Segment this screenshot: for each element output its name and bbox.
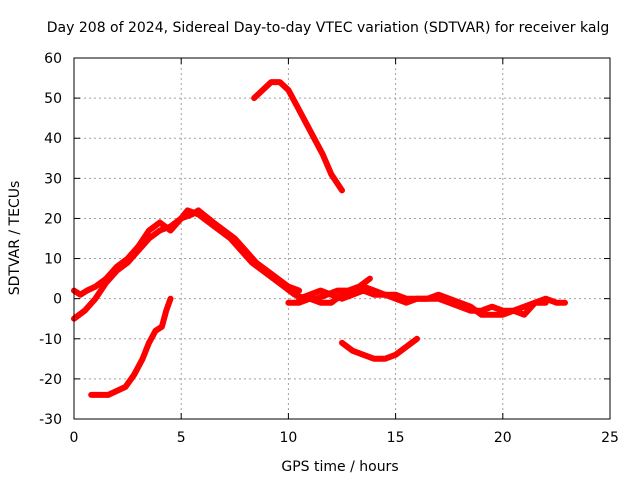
x-tick-label: 25 — [601, 430, 619, 446]
x-tick-label: 0 — [70, 430, 79, 446]
series-line-track-a — [71, 207, 303, 322]
y-tick-label: 50 — [44, 91, 62, 107]
grid — [74, 58, 610, 419]
plot-frame — [73, 57, 611, 420]
y-tick-label: -10 — [39, 332, 62, 348]
x-tick-label: 5 — [177, 430, 186, 446]
series-line-track-f — [285, 283, 549, 318]
y-tick-label: -30 — [39, 412, 62, 428]
x-tick-label: 15 — [387, 430, 405, 446]
y-tick-label: 40 — [44, 131, 62, 147]
series-group — [71, 79, 568, 398]
y-tick-label: 20 — [44, 211, 62, 227]
x-tick-label: 20 — [494, 430, 512, 446]
series-line-track-c — [88, 295, 174, 398]
y-tick-label: 0 — [53, 292, 62, 308]
y-tick-label: 60 — [44, 51, 62, 67]
y-axis-label: SDTVAR / TECUs — [7, 181, 23, 296]
x-axis-label: GPS time / hours — [281, 459, 398, 475]
ticks — [73, 57, 611, 420]
series-line-track-g — [339, 335, 420, 362]
tick-labels: 0 5 10 15 20 25 -30 -20 -10 0 10 20 30 40 50 60 — [39, 51, 619, 446]
series-line-track-d — [251, 79, 345, 194]
y-tick-label: 30 — [44, 171, 62, 187]
chart-title: Day 208 of 2024, Sidereal Day-to-day VTE… — [47, 20, 609, 36]
y-tick-label: -20 — [39, 372, 62, 388]
x-tick-label: 10 — [279, 430, 297, 446]
y-tick-label: 10 — [44, 252, 62, 268]
series-line-track-b — [71, 207, 373, 302]
